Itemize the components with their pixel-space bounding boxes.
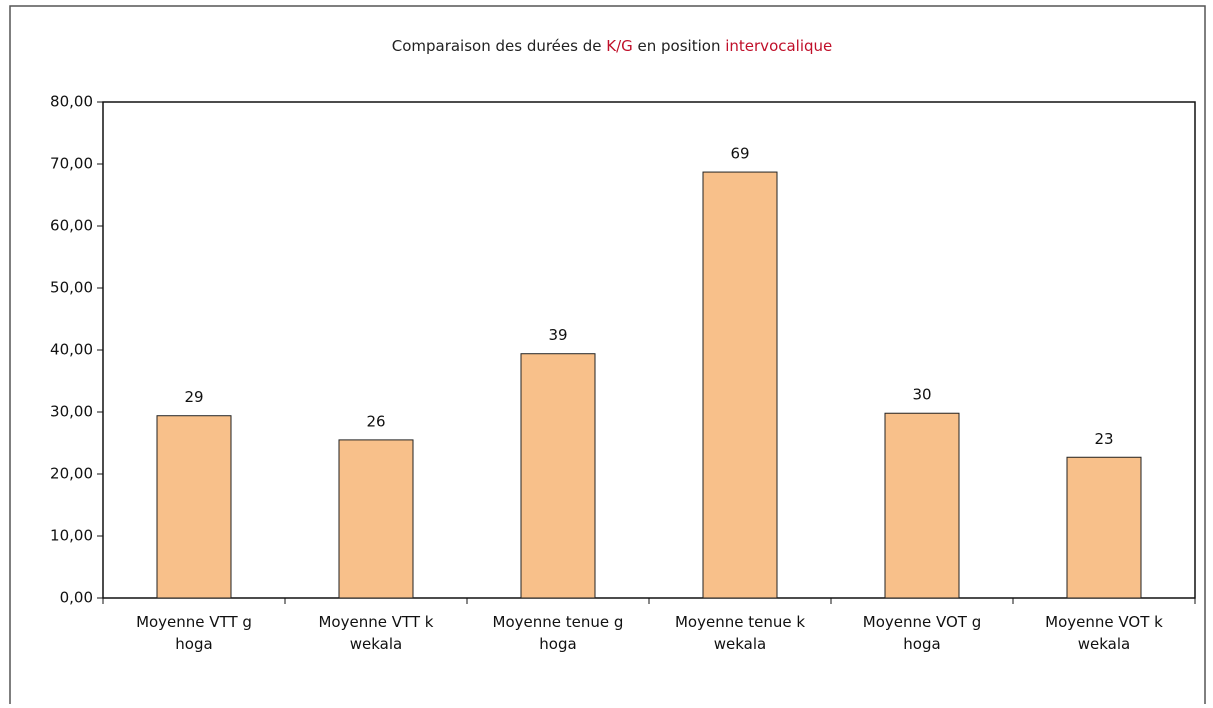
x-tick-label-line: Moyenne VTT k [318, 613, 433, 631]
x-tick-label-line: hoga [175, 635, 212, 653]
data-label: 23 [1094, 430, 1113, 448]
title-part: intervocalique [725, 37, 832, 55]
x-tick-label-line: Moyenne VOT g [863, 613, 982, 631]
bar [338, 439, 414, 599]
x-tick-label-line: hoga [903, 635, 940, 653]
bar [156, 415, 232, 599]
title-part: Comparaison des durées de [392, 37, 607, 55]
x-tick-label: Moyenne VTT g hoga [136, 613, 252, 653]
x-tick-label-line: hoga [539, 635, 576, 653]
chart-frame [9, 5, 1206, 708]
x-tick-label-line: Moyenne tenue k [675, 613, 805, 631]
data-label: 39 [548, 326, 567, 344]
y-tick-label: 0,00 [60, 589, 93, 607]
y-tick-label: 70,00 [50, 155, 93, 173]
data-label: 30 [912, 386, 931, 404]
bar [884, 412, 960, 599]
y-tick-label: 40,00 [50, 341, 93, 359]
data-label: 29 [184, 388, 203, 406]
data-label: 69 [730, 145, 749, 163]
bar [1066, 456, 1142, 599]
x-tick-label: Moyenne tenue k wekala [675, 613, 805, 653]
x-tick-label: Moyenne VOT k wekala [1045, 613, 1163, 653]
x-tick-label-line: wekala [714, 635, 766, 653]
x-tick-label: Moyenne VTT k wekala [318, 613, 433, 653]
title-part: K/G [606, 37, 633, 55]
x-tick-label: Moyenne tenue g hoga [493, 613, 624, 653]
title-part: en position [633, 37, 725, 55]
y-tick-label: 30,00 [50, 403, 93, 421]
x-tick-label-line: Moyenne tenue g [493, 613, 624, 631]
chart-title: Comparaison des durées de K/G en positio… [392, 37, 833, 55]
y-tick-label: 50,00 [50, 279, 93, 297]
data-label: 26 [366, 412, 385, 430]
bar [702, 171, 778, 599]
x-tick-label-line: wekala [350, 635, 402, 653]
bar [520, 353, 596, 599]
y-tick-label: 80,00 [50, 93, 93, 111]
x-tick-label: Moyenne VOT g hoga [863, 613, 982, 653]
y-tick-label: 60,00 [50, 217, 93, 235]
x-tick-label-line: Moyenne VTT g [136, 613, 252, 631]
y-tick-label: 10,00 [50, 527, 93, 545]
x-tick-label-line: wekala [1078, 635, 1130, 653]
y-tick-label: 20,00 [50, 465, 93, 483]
x-tick-label-line: Moyenne VOT k [1045, 613, 1163, 631]
